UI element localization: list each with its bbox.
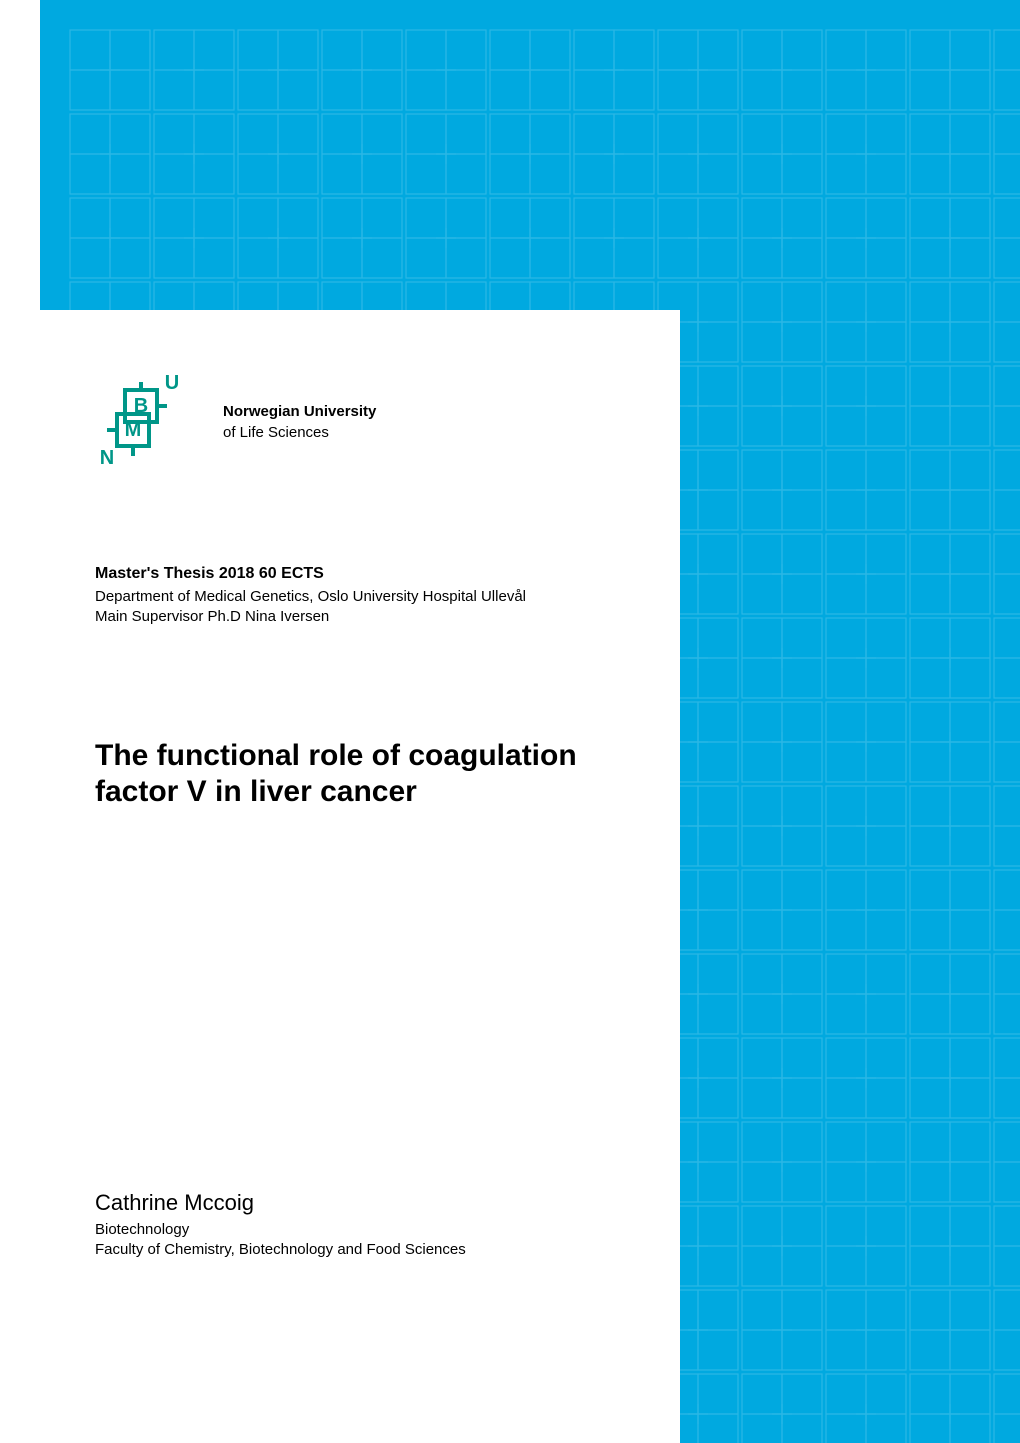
thesis-meta-line3: Main Supervisor Ph.D Nina Iversen <box>95 607 635 627</box>
svg-text:B: B <box>134 395 148 417</box>
thesis-meta: Master's Thesis 2018 60 ECTS Department … <box>95 565 635 628</box>
author-subject: Biotechnology <box>95 1220 635 1240</box>
university-name: Norwegian University of Life Sciences <box>223 402 376 443</box>
thesis-meta-line1: Master's Thesis 2018 60 ECTS <box>95 565 635 583</box>
author-faculty: Faculty of Chemistry, Biotechnology and … <box>95 1240 635 1260</box>
author-block: Cathrine Mccoig Biotechnology Faculty of… <box>95 1190 635 1261</box>
author-name: Cathrine Mccoig <box>95 1190 635 1216</box>
university-name-line2: of Life Sciences <box>223 423 376 443</box>
content-panel: BM U N Norwegian University of Life Scienc… <box>40 310 680 1443</box>
nmbu-logo-icon: BM U N <box>95 370 195 475</box>
university-name-line1: Norwegian University <box>223 402 376 422</box>
svg-text:N: N <box>100 447 114 469</box>
thesis-title: The functional role of coagulation facto… <box>95 738 635 810</box>
thesis-meta-line2: Department of Medical Genetics, Oslo Uni… <box>95 587 635 607</box>
logo-row: BM U N Norwegian University of Life Scienc… <box>95 370 635 475</box>
right-brand-band <box>680 0 1020 1443</box>
svg-text:M: M <box>125 419 142 441</box>
svg-text:U: U <box>165 372 179 394</box>
left-white-margin <box>0 0 40 1443</box>
